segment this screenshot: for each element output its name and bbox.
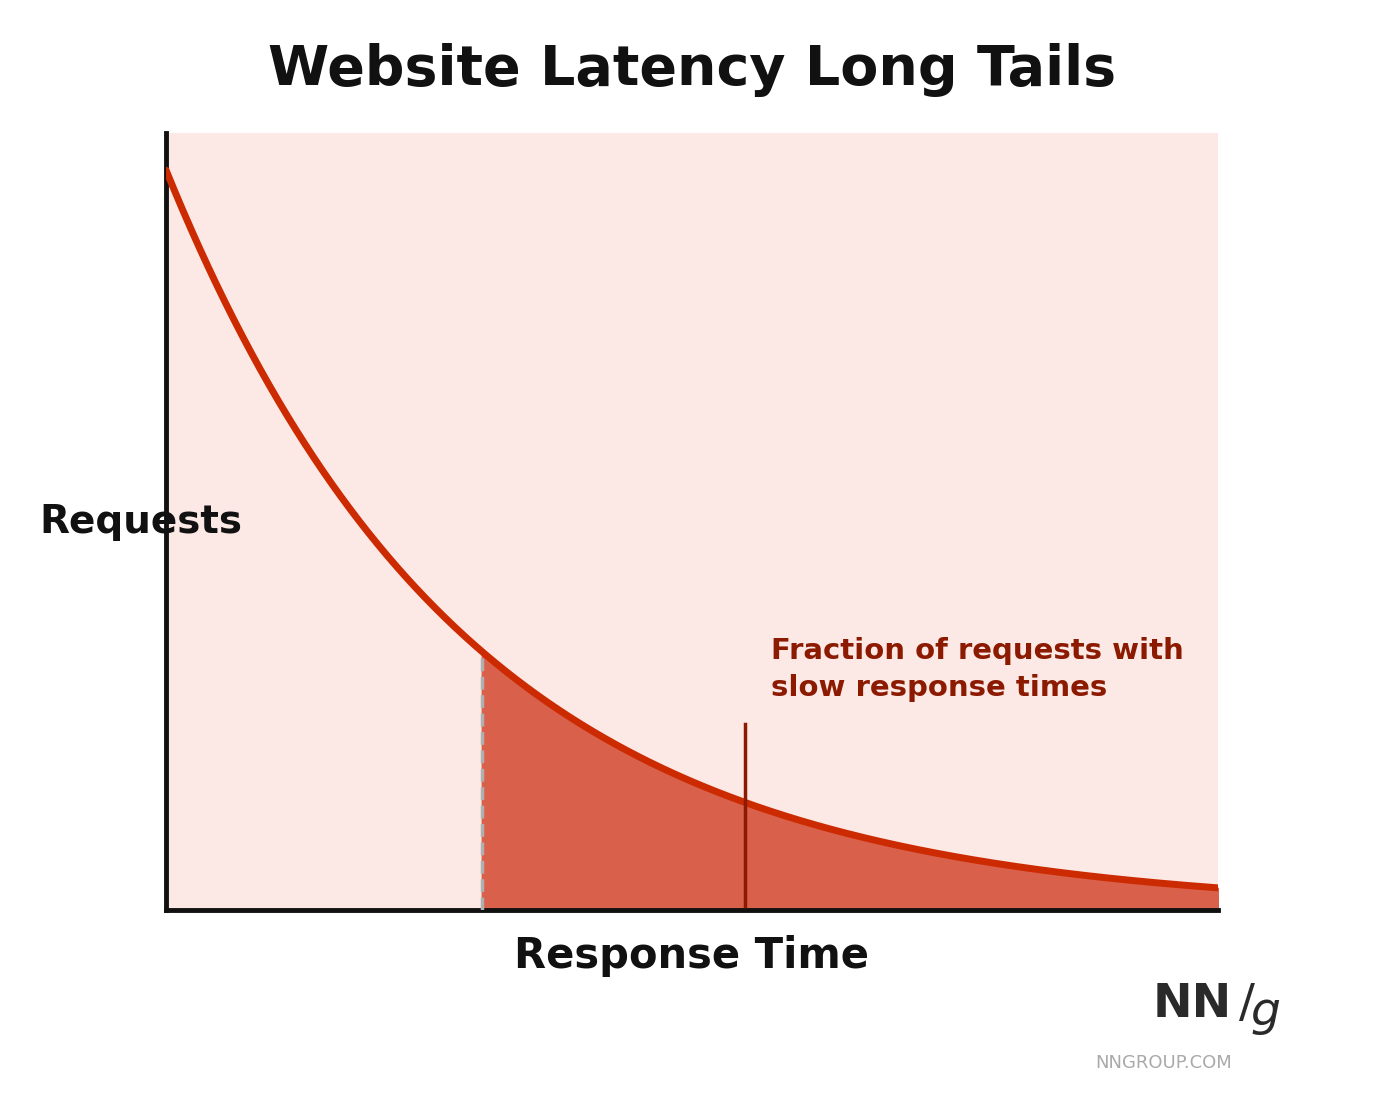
Text: /: /: [1239, 981, 1254, 1027]
Text: Fraction of requests with
slow response times: Fraction of requests with slow response …: [771, 637, 1183, 702]
X-axis label: Response Time: Response Time: [515, 936, 869, 977]
Text: NNGROUP.COM: NNGROUP.COM: [1095, 1054, 1232, 1072]
Text: g: g: [1250, 989, 1280, 1035]
Text: NN: NN: [1153, 981, 1232, 1027]
Title: Website Latency Long Tails: Website Latency Long Tails: [268, 42, 1116, 97]
Y-axis label: Requests: Requests: [40, 503, 242, 541]
